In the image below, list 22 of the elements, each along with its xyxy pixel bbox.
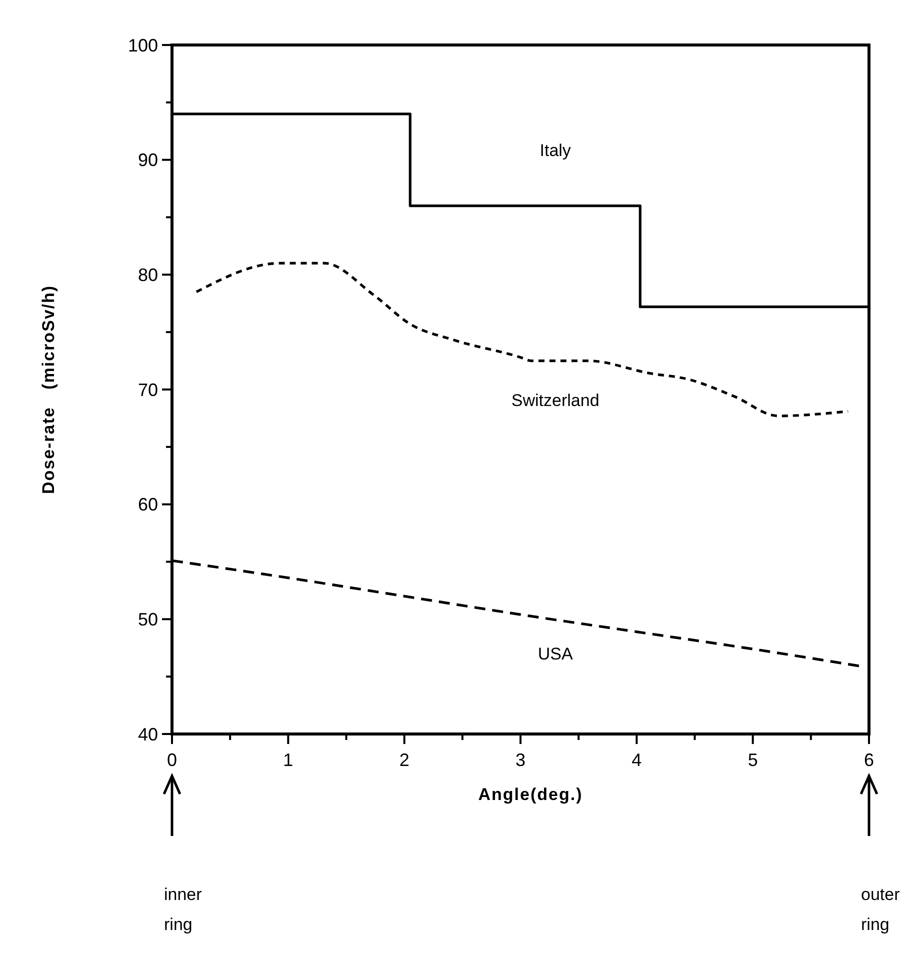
y-tick-label: 90 <box>138 150 158 170</box>
series-label: USA <box>538 644 574 664</box>
y-tick-label: 60 <box>138 494 158 515</box>
text: inner ring <box>164 885 202 934</box>
y-tick-label: 80 <box>138 264 158 285</box>
text: outer ring <box>861 885 900 934</box>
y-tick-label: 100 <box>128 35 158 56</box>
x-tick-label: 1 <box>283 750 294 770</box>
x-tick-label: 4 <box>632 750 642 770</box>
y-tick-label: 40 <box>138 724 158 744</box>
x-tick-label: 0 <box>166 750 178 770</box>
series-label: Switzerland <box>511 390 600 410</box>
x-tick-label: 5 <box>748 750 758 770</box>
text: Italy <box>540 140 572 160</box>
line-series <box>195 262 850 418</box>
x-axis-title: Angle(deg.) <box>478 785 583 804</box>
y-tick-label: 70 <box>138 380 158 400</box>
y-tick-label: 50 <box>138 609 158 630</box>
x-tick-label: 3 <box>515 750 526 770</box>
x-tick-label: 6 <box>864 750 874 770</box>
y-axis-title: Dose-rate (microSv/h) <box>39 284 58 494</box>
x-tick-label: 2 <box>399 750 410 770</box>
